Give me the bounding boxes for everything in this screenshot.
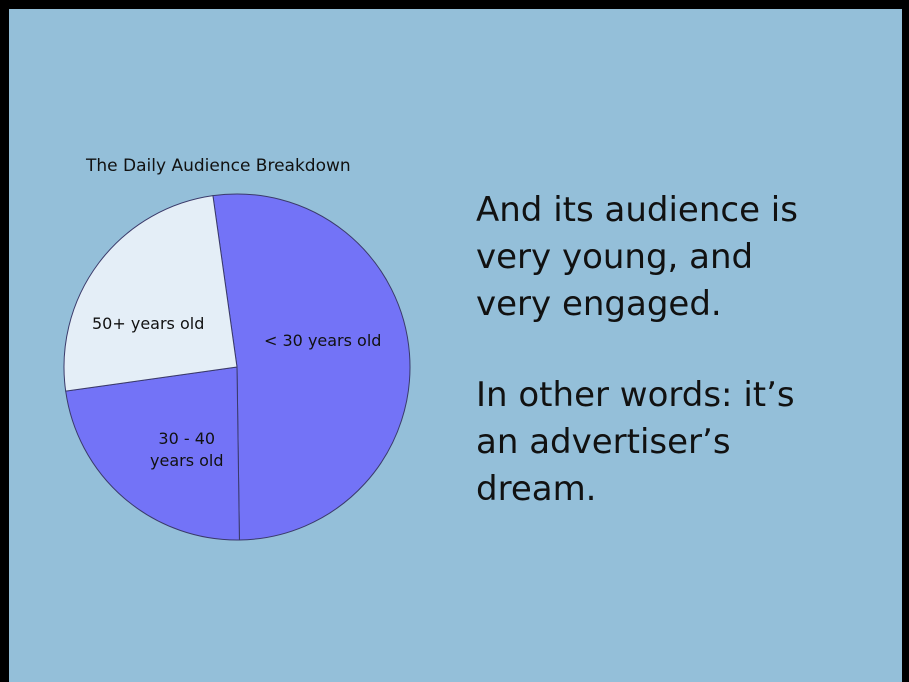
slice-label-under-30: < 30 years old — [264, 331, 382, 350]
slice-label-30-40-line2: years old — [150, 451, 224, 470]
headline-line: very engaged. — [476, 284, 722, 324]
pie-slice-50-plus — [63, 195, 238, 392]
conclusion-line: an advertiser’s — [476, 422, 731, 462]
pie-slice-under-30 — [212, 193, 411, 541]
pie-slice-30-40 — [65, 366, 240, 541]
slice-label-30-40-line1: 30 - 40 — [158, 429, 216, 448]
conclusion-paragraph: In other words: it’s an advertiser’s dre… — [476, 372, 795, 513]
headline-paragraph: And its audience is very young, and very… — [476, 187, 798, 328]
slice-label-30-40: 30 - 40 years old — [150, 428, 224, 472]
chart-title: The Daily Audience Breakdown — [86, 156, 351, 176]
headline-line: very young, and — [476, 237, 754, 277]
conclusion-line: dream. — [476, 469, 597, 509]
slice-label-50-plus: 50+ years old — [92, 314, 205, 333]
headline-line: And its audience is — [476, 190, 798, 230]
conclusion-line: In other words: it’s — [476, 375, 795, 415]
